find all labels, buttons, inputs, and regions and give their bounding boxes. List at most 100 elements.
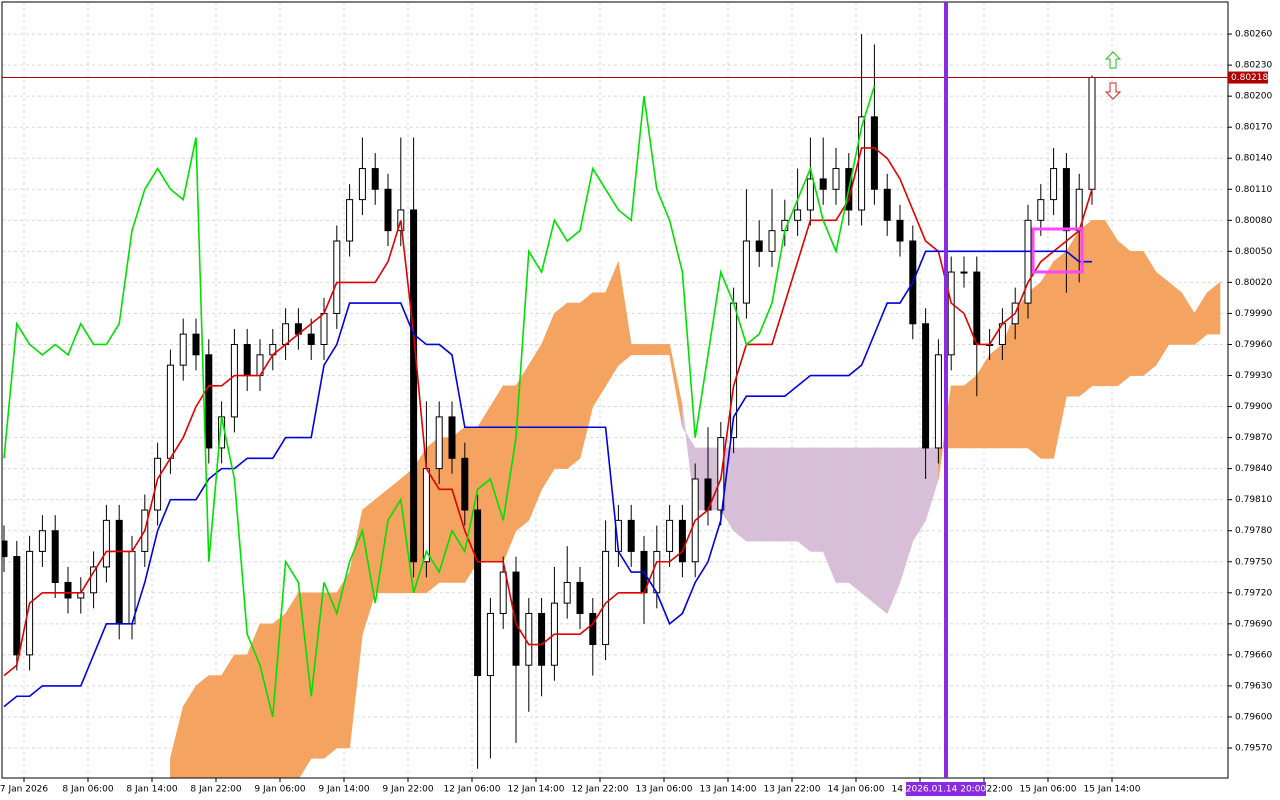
candle-body	[384, 188, 392, 232]
cloud-segment	[323, 592, 338, 759]
candle-body	[346, 199, 354, 242]
cloud-segment	[1027, 281, 1042, 459]
cloud-segment	[630, 344, 645, 356]
candle-body	[794, 209, 802, 221]
y-tick-label: 0.79990	[1235, 309, 1272, 319]
cloud-segment	[566, 302, 581, 470]
y-tick-label: 0.80230	[1235, 61, 1272, 71]
indicator-line	[3, 147, 1093, 677]
candle-body	[858, 116, 866, 211]
cloud-segment	[1040, 260, 1054, 459]
cloud-segment	[848, 447, 862, 594]
candle-body	[512, 571, 520, 666]
y-tick-label: 0.80050	[1235, 247, 1272, 257]
indicator-line	[3, 85, 876, 718]
cloud-segment	[1066, 229, 1080, 397]
candle-body	[90, 566, 98, 594]
candle-body	[499, 571, 507, 614]
candle-body	[832, 168, 840, 190]
x-tick-label: 9 Jan 06:00	[254, 785, 306, 795]
candle-body	[115, 519, 123, 625]
candle-body	[371, 168, 379, 190]
x-tick-label: 8 Jan 22:00	[190, 785, 242, 795]
cloud-segment	[989, 343, 1003, 449]
candle-body	[1050, 168, 1058, 201]
y-tick-label: 0.80260	[1235, 30, 1272, 40]
candle-body	[1062, 168, 1070, 232]
cloud-segment	[387, 478, 402, 594]
sell-arrow	[1104, 82, 1122, 100]
candle-body	[1024, 219, 1032, 304]
x-tick-label: 14 Jan 06:00	[828, 785, 885, 795]
candle-body	[627, 519, 635, 552]
cloud-segment	[758, 447, 773, 542]
cursor-label-box	[906, 782, 986, 796]
candle-body	[922, 323, 930, 449]
candle-body	[896, 219, 904, 242]
cloud-segment	[1117, 240, 1131, 387]
x-tick-label: 12 Jan 14:00	[508, 785, 565, 795]
y-tick-label: 0.79900	[1235, 402, 1272, 412]
candle-body	[819, 178, 827, 190]
candle-body	[166, 364, 174, 459]
candle-body	[38, 530, 46, 552]
cloud-segment	[835, 447, 850, 583]
cloud-segment	[221, 653, 235, 778]
y-tick-label: 0.80170	[1235, 123, 1272, 133]
y-tick-label: 0.79930	[1235, 371, 1272, 381]
y-tick-label: 0.79750	[1235, 557, 1272, 567]
y-tick-label: 0.79690	[1235, 619, 1272, 629]
x-tick-label: 13 Jan 14:00	[700, 785, 757, 795]
candle-body	[934, 354, 942, 449]
buy-arrow	[1104, 51, 1122, 69]
cloud-segment	[541, 313, 555, 491]
cloud-segment	[1142, 250, 1157, 377]
candle-body	[179, 333, 187, 366]
cloud-segment	[733, 447, 747, 542]
cloud-segment	[259, 623, 274, 778]
candle-body	[13, 556, 21, 656]
x-tick-label: 12 Jan 22:00	[572, 785, 629, 795]
candle-body	[410, 209, 418, 563]
cloud-segment	[234, 654, 248, 778]
cursor-label: 2026.01.14 20:00	[906, 785, 987, 795]
candle-body	[128, 550, 136, 625]
cloud-segment	[528, 343, 542, 521]
candle-body	[602, 550, 610, 646]
y-tick-label: 0.79570	[1235, 743, 1272, 753]
cloud-segment	[170, 706, 184, 778]
cloud-segment	[285, 591, 299, 778]
candle-body	[154, 457, 162, 511]
cloud-segment	[810, 447, 824, 552]
cloud-segment	[861, 447, 875, 604]
candle-body	[947, 271, 955, 356]
candle-body	[333, 240, 341, 314]
candle-body	[486, 612, 494, 677]
highlight-box	[1031, 227, 1084, 274]
candle-body	[205, 354, 213, 449]
cloud-segment	[1091, 220, 1106, 387]
y-tick-label: 0.79780	[1235, 526, 1272, 536]
candle-body	[653, 550, 661, 594]
cloud-segment	[182, 684, 197, 778]
candle-body	[282, 323, 290, 345]
cloud-segment	[195, 674, 210, 778]
cloud-segment	[1130, 251, 1144, 376]
cloud-segment	[784, 447, 798, 542]
cloud-segment	[643, 344, 658, 356]
y-tick-label: 0.79810	[1235, 495, 1272, 505]
candle-body	[64, 581, 72, 599]
candle-body	[576, 581, 584, 614]
candle-body	[525, 612, 533, 666]
plot-frame	[1, 1, 1229, 779]
y-tick-label: 0.80200	[1235, 92, 1272, 102]
x-tick-label: 12 Jan 06:00	[444, 785, 501, 795]
candle-body	[755, 240, 763, 252]
y-tick-label: 0.79840	[1235, 464, 1272, 474]
candle-body	[973, 271, 981, 345]
y-tick-label: 0.80140	[1235, 154, 1272, 164]
cloud-segment	[797, 447, 811, 553]
